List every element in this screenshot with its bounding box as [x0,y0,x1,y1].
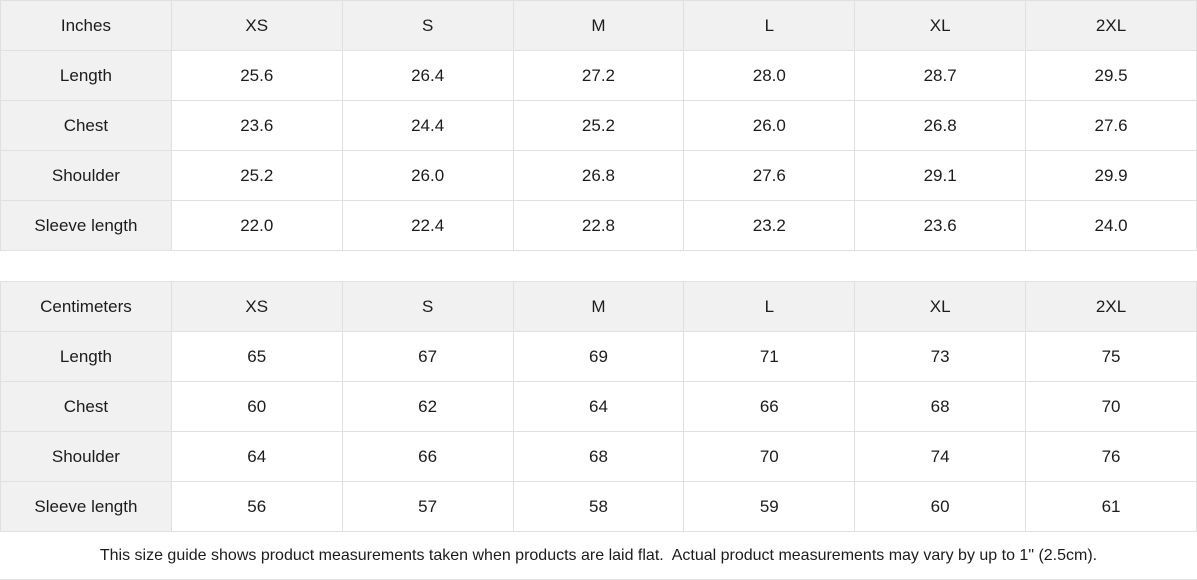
value-cell: 28.0 [683,50,856,101]
row-label-cell: Sleeve length [0,481,172,532]
value-cell: 22.0 [170,200,343,251]
centimeters-size-header-xl: XL [854,281,1027,332]
inches-row-shoulder: Shoulder 25.2 26.0 26.8 27.6 29.1 29.9 [0,150,1197,201]
value-cell: 26.0 [341,150,514,201]
value-cell: 75 [1025,331,1197,382]
value-cell: 70 [1025,381,1197,432]
value-cell: 70 [683,431,856,482]
inches-row-length: Length 25.6 26.4 27.2 28.0 28.7 29.5 [0,50,1197,101]
value-cell: 60 [170,381,343,432]
centimeters-header-row: Centimeters XS S M L XL 2XL [0,281,1197,332]
value-cell: 26.8 [512,150,685,201]
inches-size-header-m: M [512,0,685,51]
value-cell: 76 [1025,431,1197,482]
value-cell: 60 [854,481,1027,532]
size-table-inches: Inches XS S M L XL 2XL Length 25.6 26.4 27.2 28.0 28… [0,0,1197,251]
centimeters-row-shoulder: Shoulder 64 66 68 70 74 76 [0,431,1197,482]
table-spacer [0,251,1197,281]
value-cell: 67 [341,331,514,382]
value-cell: 26.4 [341,50,514,101]
value-cell: 65 [170,331,343,382]
row-label-cell: Length [0,331,172,382]
row-label-cell: Chest [0,381,172,432]
centimeters-size-header-l: L [683,281,856,332]
row-label-cell: Length [0,50,172,101]
centimeters-unit-label: Centimeters [0,281,172,332]
centimeters-size-header-2xl: 2XL [1025,281,1197,332]
value-cell: 74 [854,431,1027,482]
value-cell: 29.5 [1025,50,1197,101]
value-cell: 62 [341,381,514,432]
value-cell: 71 [683,331,856,382]
inches-size-header-s: S [341,0,514,51]
inches-size-header-xs: XS [170,0,343,51]
value-cell: 73 [854,331,1027,382]
value-cell: 58 [512,481,685,532]
row-label-cell: Chest [0,100,172,151]
inches-row-sleeve-length: Sleeve length 22.0 22.4 22.8 23.2 23.6 24.0 [0,200,1197,251]
inches-header-row: Inches XS S M L XL 2XL [0,0,1197,51]
value-cell: 61 [1025,481,1197,532]
size-guide-disclaimer: This size guide shows product measuremen… [0,532,1197,579]
value-cell: 29.1 [854,150,1027,201]
value-cell: 68 [512,431,685,482]
value-cell: 23.6 [170,100,343,151]
value-cell: 24.0 [1025,200,1197,251]
centimeters-size-header-m: M [512,281,685,332]
value-cell: 25.2 [170,150,343,201]
inches-size-header-l: L [683,0,856,51]
inches-size-header-xl: XL [854,0,1027,51]
size-table-centimeters: Centimeters XS S M L XL 2XL Length 65 67 69 71 73 75 C… [0,281,1197,532]
value-cell: 25.2 [512,100,685,151]
value-cell: 27.6 [1025,100,1197,151]
centimeters-size-header-s: S [341,281,514,332]
centimeters-row-sleeve-length: Sleeve length 56 57 58 59 60 61 [0,481,1197,532]
centimeters-size-header-xs: XS [170,281,343,332]
value-cell: 27.2 [512,50,685,101]
value-cell: 26.0 [683,100,856,151]
value-cell: 64 [170,431,343,482]
value-cell: 64 [512,381,685,432]
value-cell: 23.2 [683,200,856,251]
row-label-cell: Sleeve length [0,200,172,251]
value-cell: 28.7 [854,50,1027,101]
value-cell: 23.6 [854,200,1027,251]
value-cell: 66 [341,431,514,482]
value-cell: 22.8 [512,200,685,251]
value-cell: 22.4 [341,200,514,251]
inches-row-chest: Chest 23.6 24.4 25.2 26.0 26.8 27.6 [0,100,1197,151]
value-cell: 68 [854,381,1027,432]
row-label-cell: Shoulder [0,150,172,201]
value-cell: 26.8 [854,100,1027,151]
row-label-cell: Shoulder [0,431,172,482]
inches-unit-label: Inches [0,0,172,51]
value-cell: 24.4 [341,100,514,151]
value-cell: 27.6 [683,150,856,201]
value-cell: 29.9 [1025,150,1197,201]
inches-size-header-2xl: 2XL [1025,0,1197,51]
value-cell: 25.6 [170,50,343,101]
centimeters-row-chest: Chest 60 62 64 66 68 70 [0,381,1197,432]
value-cell: 59 [683,481,856,532]
value-cell: 69 [512,331,685,382]
value-cell: 66 [683,381,856,432]
value-cell: 57 [341,481,514,532]
value-cell: 56 [170,481,343,532]
centimeters-row-length: Length 65 67 69 71 73 75 [0,331,1197,382]
